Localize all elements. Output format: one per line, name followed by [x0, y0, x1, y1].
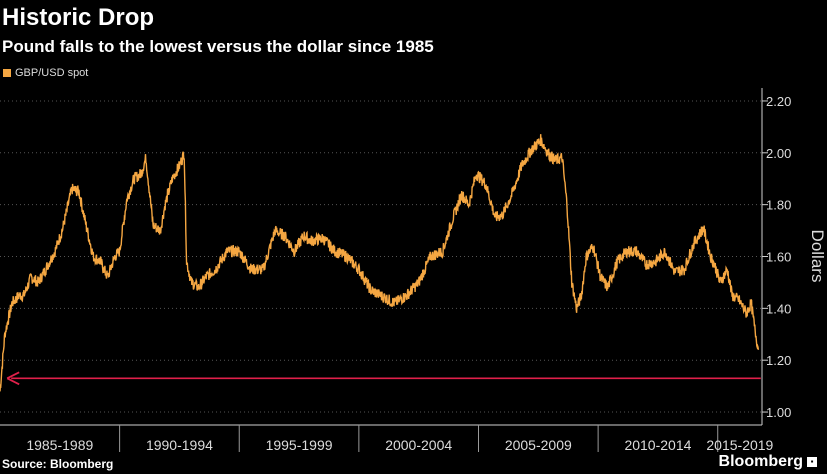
series-line-gbp-usd — [0, 134, 760, 392]
x-group-label: 2010-2014 — [624, 437, 691, 453]
x-group-label: 2005-2009 — [505, 437, 572, 453]
y-axis-label: Dollars — [808, 230, 827, 283]
y-tick-label: 2.20 — [766, 94, 791, 109]
brand-logo: Bloomberg ▪ — [719, 453, 817, 471]
y-tick-label: 1.80 — [766, 198, 791, 213]
y-tick-label: 2.00 — [766, 146, 791, 161]
y-tick-label: 1.60 — [766, 250, 791, 265]
x-group-label: 2000-2004 — [385, 437, 452, 453]
source-note: Source: Bloomberg — [2, 457, 114, 471]
y-tick-label: 1.00 — [766, 405, 791, 420]
x-group-label: 1990-1994 — [146, 437, 213, 453]
y-tick-label: 1.40 — [766, 301, 791, 316]
chart-subtitle: Pound falls to the lowest versus the dol… — [2, 37, 434, 56]
x-group-label: 2015-2019 — [706, 437, 773, 453]
x-group-label: 1985-1989 — [26, 437, 93, 453]
chart-title: Historic Drop — [2, 4, 155, 31]
brand-name: Bloomberg — [718, 453, 803, 470]
legend-label: GBP/USD spot — [15, 67, 89, 79]
x-group-label: 1995-1999 — [266, 437, 333, 453]
y-tick-label: 1.20 — [766, 353, 791, 368]
bloomberg-icon: ▪ — [807, 457, 817, 467]
arrow-head — [6, 371, 20, 386]
legend: GBP/USD spot — [3, 67, 88, 79]
legend-swatch — [3, 69, 11, 77]
